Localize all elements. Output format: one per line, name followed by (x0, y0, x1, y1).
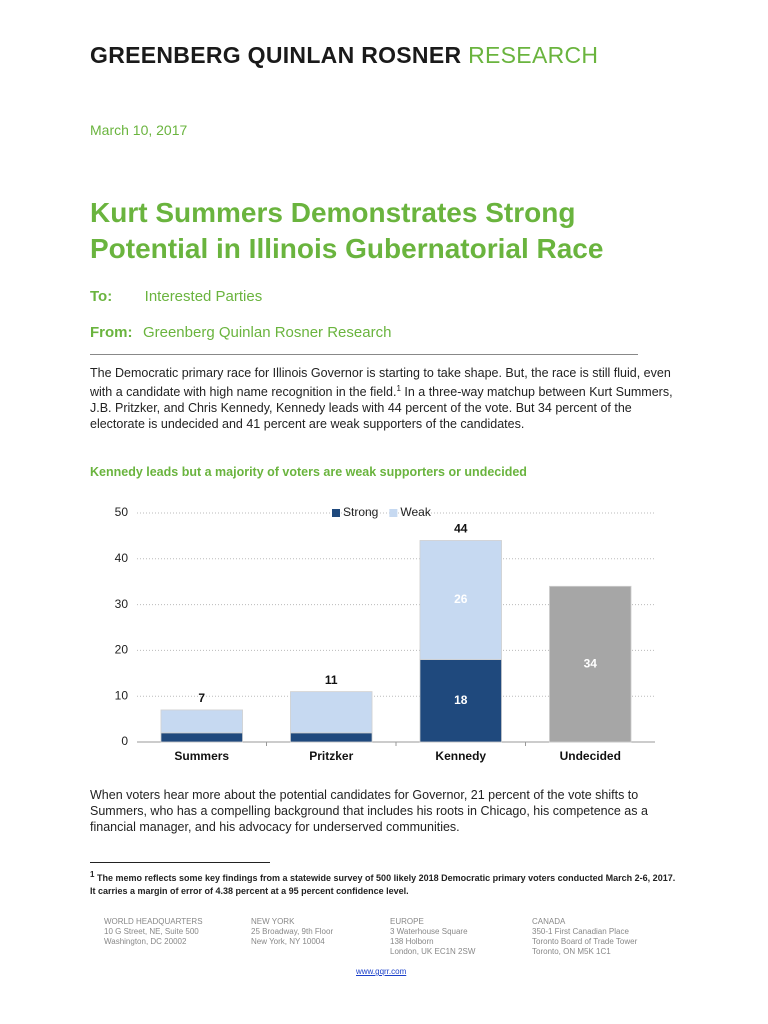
text: When voters hear more about the potentia… (90, 788, 648, 834)
paragraph: The Democratic primary race for Illinois… (90, 365, 682, 432)
data-label: 18 (454, 693, 468, 707)
bar-segment (419, 540, 502, 660)
office-line: 350-1 First Canadian Place (532, 927, 629, 936)
office: WORLD HEADQUARTERS 10 G Street, NE, Suite… (104, 917, 203, 947)
data-label: 26 (454, 592, 468, 606)
office-name: EUROPE (390, 917, 424, 926)
y-tick-label: 10 (115, 688, 129, 702)
total-label: 44 (454, 522, 468, 536)
x-tick-label: Kennedy (435, 749, 486, 763)
total-label: 7 (198, 691, 205, 705)
y-tick-label: 50 (115, 505, 129, 519)
from-row: From: Greenberg Quinlan Rosner Research (90, 324, 391, 342)
y-tick-label: 0 (121, 734, 128, 748)
office: EUROPE 3 Waterhouse Square 138 Holborn Lond… (390, 917, 475, 957)
y-tick-label: 30 (115, 597, 129, 611)
text: In a three-way matchup between Kurt Summ… (90, 385, 673, 432)
title: Kurt Summers Demonstrates Strong Potenti… (90, 195, 603, 267)
rule (90, 354, 638, 355)
office-line: London, UK EC1N 2SW (390, 947, 476, 956)
footnote: 1 The memo reflects some key findings fr… (90, 868, 682, 898)
x-tick-label: Undecided (560, 749, 621, 763)
y-tick-label: 20 (115, 643, 129, 657)
brand-suffix: RESEARCH (468, 42, 599, 68)
to-label: To: (90, 288, 113, 305)
paragraph: When voters hear more about the potentia… (90, 787, 682, 835)
bar-segment (290, 732, 373, 743)
legend-label: Weak (400, 505, 431, 519)
office-line: Toronto, ON M5K 1C1 (532, 947, 611, 956)
office-line: Washington, DC 20002 (104, 937, 187, 946)
from-value: Greenberg Quinlan Rosner Research (142, 324, 392, 341)
bar-segment (290, 691, 373, 734)
legend-swatch (389, 509, 398, 517)
office-name: WORLD HEADQUARTERS (104, 917, 203, 926)
website[interactable]: www.gqrr.com (356, 967, 407, 976)
x-tick-label: Summers (174, 749, 229, 763)
text: The Democratic primary race for Illinois… (90, 366, 671, 400)
total-label: 11 (325, 673, 338, 687)
to-row: To: Interested Parties (90, 288, 262, 306)
from-label: From: (90, 324, 133, 341)
legend-swatch (332, 509, 340, 517)
office: NEW YORK 25 Broadway, 9th Floor New York, … (251, 917, 333, 947)
office-name: CANADA (532, 917, 566, 926)
office-line: 138 Holborn (390, 937, 434, 946)
footnote-marker: 1 (90, 870, 95, 879)
to-value: Interested Parties (144, 288, 263, 305)
bar-segment (160, 709, 243, 734)
chart-title: Kennedy leads but a majority of voters a… (90, 465, 527, 479)
office-line: Toronto Board of Trade Tower (532, 937, 638, 946)
office-name: NEW YORK (251, 917, 295, 926)
brand: GREENBERG QUINLAN ROSNER RESEARCH (90, 42, 598, 69)
data-label: 34 (584, 656, 598, 670)
office-line: 25 Broadway, 9th Floor (251, 927, 334, 936)
legend-label: Strong (343, 505, 378, 519)
office: CANADA 350-1 First Canadian Place Toronto … (532, 917, 637, 957)
chart: 0 10 20 30 40 50 7 Summers 11 Pritzker 18 26 44 Kenne… (115, 505, 655, 763)
title-line: Potential in Illinois Gubernatorial Race (90, 233, 604, 264)
brand-name: GREENBERG QUINLAN ROSNER (90, 42, 462, 68)
y-tick-label: 40 (115, 551, 129, 565)
footnote-rule (90, 862, 270, 863)
office-line: 10 G Street, NE, Suite 500 (104, 927, 199, 936)
x-tick-label: Pritzker (309, 749, 353, 763)
office-line: 3 Waterhouse Square (390, 927, 468, 936)
date: March 10, 2017 (90, 122, 188, 138)
bar-segment (419, 659, 502, 743)
footnote-ref: 1 (396, 384, 401, 393)
bar-segment (160, 732, 243, 743)
bar-segment (549, 585, 632, 743)
title-line: Kurt Summers Demonstrates Strong (90, 197, 576, 228)
office-line: New York, NY 10004 (251, 937, 325, 946)
footnote-text: The memo reflects some key findings from… (90, 873, 676, 896)
